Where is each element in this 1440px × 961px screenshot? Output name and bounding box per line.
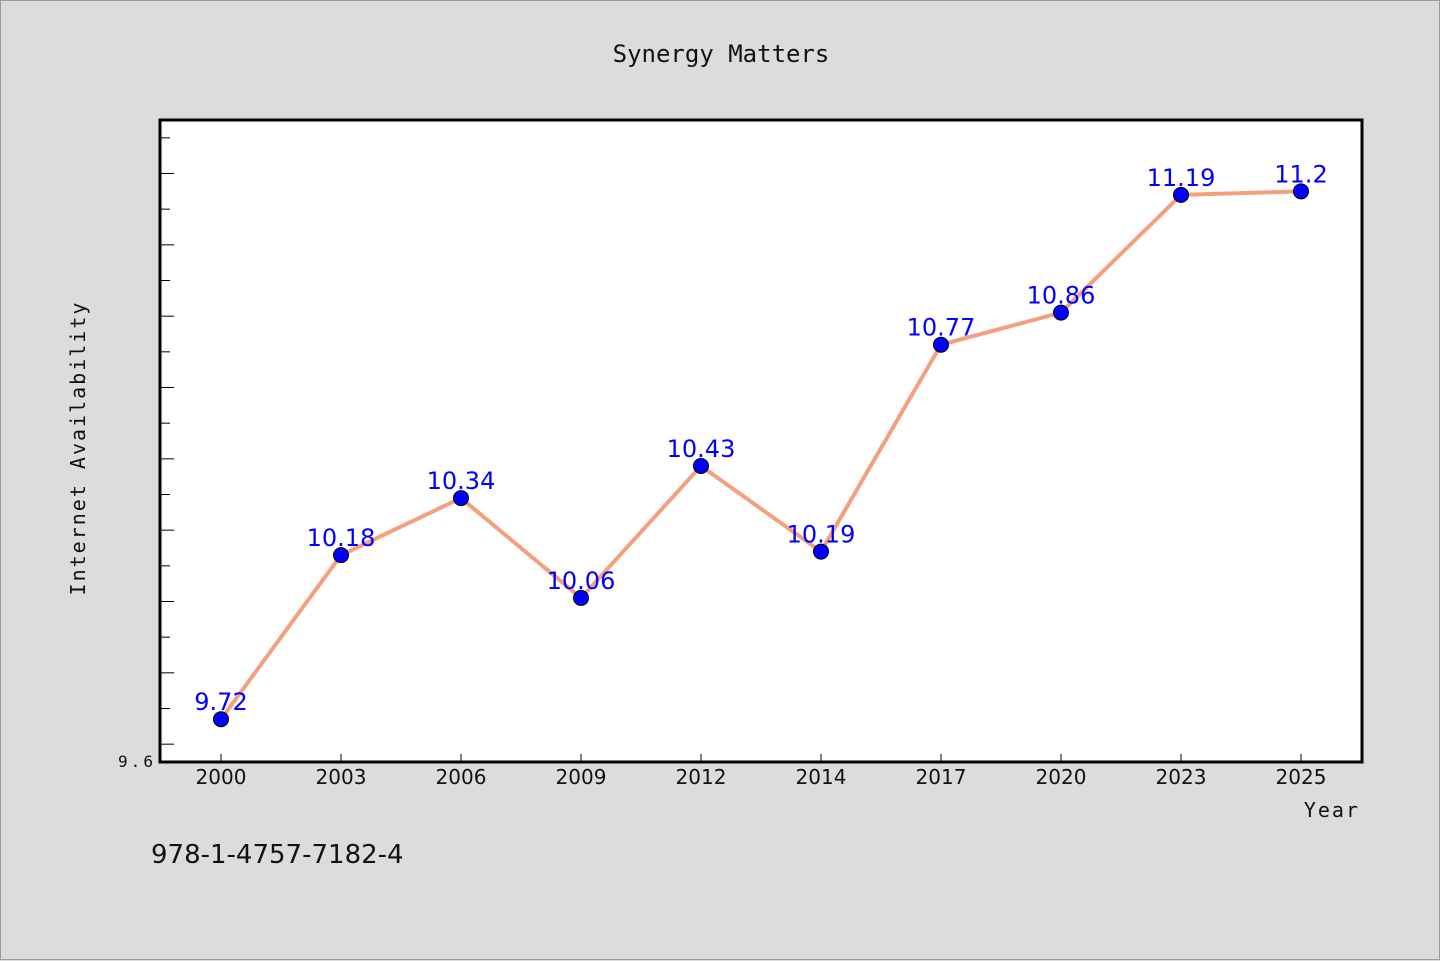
data-point	[1293, 183, 1309, 200]
x-tick-label: 2003	[316, 765, 367, 789]
chart-title: Synergy Matters	[613, 40, 830, 68]
x-tick-label: 2006	[436, 765, 487, 789]
y-axis-ticks	[159, 137, 174, 745]
x-tick-label: 2020	[1036, 765, 1087, 789]
data-label: 10.06	[547, 567, 616, 595]
x-tick-label: 2023	[1156, 765, 1207, 789]
data-label: 11.2	[1274, 160, 1327, 188]
x-tick-label: 2025	[1276, 765, 1327, 789]
y-axis-title: Internet Availability	[66, 301, 90, 596]
x-axis-ticks: 2000 2003 2006 2009 2012 2014 2017 2020 2023 2025	[196, 754, 1327, 789]
data-label: 9.72	[194, 688, 247, 716]
data-label: 10.43	[667, 435, 736, 463]
x-tick-label: 2014	[796, 765, 847, 789]
data-point	[573, 589, 589, 606]
data-label: 10.77	[907, 314, 976, 342]
data-point	[333, 547, 349, 564]
data-point	[1053, 304, 1069, 321]
data-point	[693, 457, 709, 474]
data-label: 10.34	[427, 467, 496, 495]
data-label: 10.18	[307, 524, 376, 552]
data-label: 11.19	[1147, 164, 1216, 192]
data-label: 10.86	[1027, 282, 1096, 310]
y-axis-min-label: 9.6	[118, 752, 156, 771]
data-point	[453, 490, 469, 507]
x-tick-label: 2012	[676, 765, 727, 789]
data-point	[933, 336, 949, 353]
x-axis-title: Year	[1304, 798, 1360, 822]
x-tick-label: 2009	[556, 765, 607, 789]
data-point	[1173, 186, 1189, 203]
plot-area	[158, 118, 1364, 764]
footer-code: 978-1-4757-7182-4	[151, 840, 404, 870]
series-line	[219, 189, 1302, 721]
series-group: 9.72 10.18 10.34 10.06 10.43 10.19 10.77 10.86 1…	[194, 160, 1328, 728]
data-label: 10.19	[787, 521, 856, 549]
data-point	[813, 543, 829, 560]
x-tick-label: 2017	[916, 765, 967, 789]
data-point	[213, 711, 229, 728]
x-tick-label: 2000	[196, 765, 247, 789]
